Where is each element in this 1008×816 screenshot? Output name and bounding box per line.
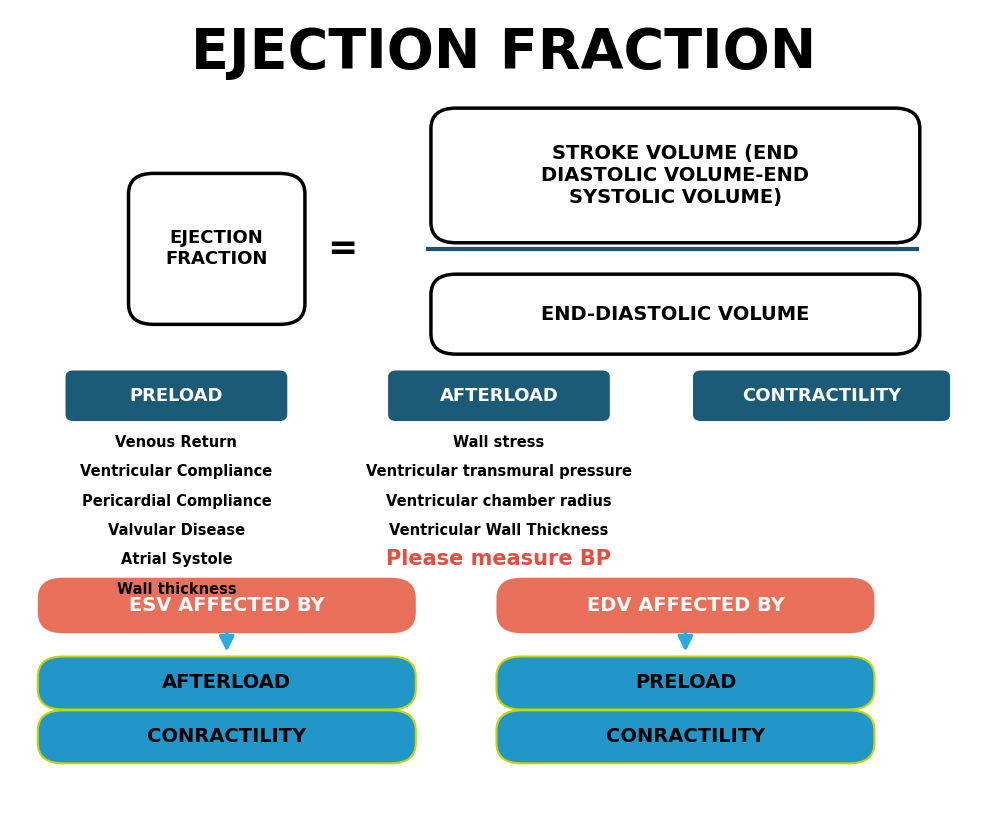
Text: Please measure BP: Please measure BP bbox=[386, 549, 612, 569]
FancyBboxPatch shape bbox=[38, 656, 415, 709]
FancyBboxPatch shape bbox=[692, 370, 950, 421]
Text: EJECTION FRACTION: EJECTION FRACTION bbox=[192, 26, 816, 80]
Text: Ventricular chamber radius: Ventricular chamber radius bbox=[386, 494, 612, 508]
Text: Wall thickness: Wall thickness bbox=[117, 582, 236, 596]
Text: PRELOAD: PRELOAD bbox=[130, 387, 223, 405]
Text: AFTERLOAD: AFTERLOAD bbox=[439, 387, 558, 405]
Text: Ventricular Compliance: Ventricular Compliance bbox=[81, 464, 272, 479]
FancyBboxPatch shape bbox=[388, 370, 610, 421]
Text: Venous Return: Venous Return bbox=[116, 435, 237, 450]
Text: CONRACTILITY: CONRACTILITY bbox=[606, 727, 765, 747]
FancyBboxPatch shape bbox=[497, 656, 875, 709]
Text: AFTERLOAD: AFTERLOAD bbox=[162, 673, 291, 693]
FancyBboxPatch shape bbox=[431, 274, 919, 354]
Text: Atrial Systole: Atrial Systole bbox=[121, 552, 232, 567]
Text: Valvular Disease: Valvular Disease bbox=[108, 523, 245, 538]
Text: END-DIASTOLIC VOLUME: END-DIASTOLIC VOLUME bbox=[541, 304, 809, 324]
FancyBboxPatch shape bbox=[66, 370, 287, 421]
Text: Wall stress: Wall stress bbox=[454, 435, 544, 450]
FancyBboxPatch shape bbox=[497, 710, 875, 764]
FancyBboxPatch shape bbox=[129, 174, 304, 325]
FancyBboxPatch shape bbox=[38, 710, 415, 764]
FancyBboxPatch shape bbox=[431, 109, 919, 243]
Text: Ventricular Wall Thickness: Ventricular Wall Thickness bbox=[389, 523, 609, 538]
Text: Pericardial Compliance: Pericardial Compliance bbox=[82, 494, 271, 508]
Text: PRELOAD: PRELOAD bbox=[635, 673, 736, 693]
Text: CONRACTILITY: CONRACTILITY bbox=[147, 727, 306, 747]
Text: STROKE VOLUME (END
DIASTOLIC VOLUME-END
SYSTOLIC VOLUME): STROKE VOLUME (END DIASTOLIC VOLUME-END … bbox=[541, 144, 809, 207]
FancyBboxPatch shape bbox=[497, 578, 875, 633]
Text: ESV AFFECTED BY: ESV AFFECTED BY bbox=[129, 596, 325, 615]
Text: Ventricular transmural pressure: Ventricular transmural pressure bbox=[366, 464, 632, 479]
FancyBboxPatch shape bbox=[38, 578, 415, 633]
Text: CONTRACTILITY: CONTRACTILITY bbox=[742, 387, 901, 405]
Text: =: = bbox=[328, 232, 358, 266]
Text: EDV AFFECTED BY: EDV AFFECTED BY bbox=[587, 596, 784, 615]
Text: EJECTION
FRACTION: EJECTION FRACTION bbox=[165, 229, 268, 268]
